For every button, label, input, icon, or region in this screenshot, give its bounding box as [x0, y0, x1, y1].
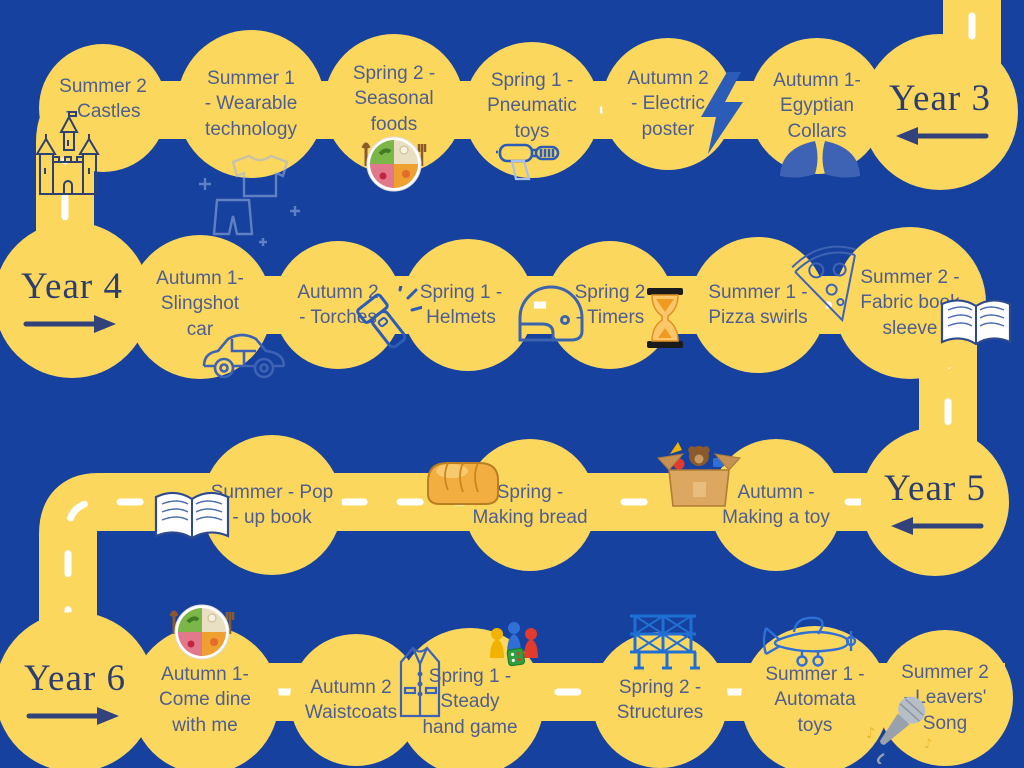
year-label: Year 6	[24, 657, 126, 699]
stop-label: Spring 1 - Pneumatic toys	[487, 70, 577, 142]
stop-autumn2-torches: Autumn 2 - Torches	[274, 241, 402, 369]
year-4-marker: Year 4	[0, 222, 150, 378]
stop-spring2-seasonal-foods: Spring 2 - Seasonal foods	[324, 34, 464, 174]
stop-label: Spring - Making bread	[472, 481, 588, 528]
stop-autumn1-slingshot-car: Autumn 1- Slingshot car	[128, 235, 272, 379]
left-arrow-icon	[896, 126, 989, 145]
stop-label: Summer 1 - Wearable technology	[204, 68, 298, 140]
stop-label: Summer - Pop - up book	[210, 481, 334, 528]
stop-summer1-automata-toys: Summer 1 - Automata toys	[741, 626, 889, 768]
stop-label: Summer 1 - Automata toys	[765, 664, 865, 736]
stop-summer1-pizza-swirls: Summer 1 - Pizza swirls	[690, 237, 826, 373]
stop-autumn2-electric-poster: Autumn 2 - Electric poster	[602, 38, 734, 170]
stop-label: Spring 2 - Timers	[574, 281, 646, 328]
stop-label: Spring 2 - Seasonal foods	[352, 63, 436, 135]
stop-summer2-leavers-song: Summer 2 - Leavers' Song	[877, 630, 1013, 766]
left-arrow-icon	[891, 516, 984, 535]
year-label: Year 4	[21, 265, 123, 307]
stop-spring1-helmets: Spring 1 - Helmets	[402, 239, 534, 371]
stop-label: Spring 2 - Structures	[616, 676, 704, 723]
stop-spring1-pneumatic-toys: Spring 1 - Pneumatic toys	[464, 42, 600, 178]
stop-summer2-fabric-book-sleeve: Summer 2 - Fabric book sleeve	[834, 227, 986, 379]
year-5-marker: Year 5	[861, 428, 1009, 576]
stop-spring2-structures: Spring 2 - Structures	[592, 632, 728, 768]
stop-summer-pop-up-book: Summer - Pop - up book	[202, 435, 342, 575]
stop-label: Autumn 1- Slingshot car	[156, 268, 244, 340]
stop-label: Spring 1 - Helmets	[419, 281, 503, 328]
stop-label: Summer 2 - Fabric book sleeve	[860, 267, 960, 339]
year-label: Year 5	[884, 467, 986, 509]
year-3-marker: Year 3	[862, 34, 1018, 190]
right-arrow-icon	[26, 706, 119, 725]
stop-label: Autumn 2 - Torches	[297, 281, 379, 328]
stop-label: Summer 1 - Pizza swirls	[708, 281, 808, 328]
stop-summer2-castles: Summer 2 - Castles	[39, 44, 167, 172]
stop-spring2-timers: Spring 2 - Timers	[546, 241, 674, 369]
stop-autumn-making-a-toy: Autumn - Making a toy	[710, 439, 842, 571]
stop-label: Spring 1 - Steady hand game	[422, 666, 518, 738]
stop-summer1-wearable-technology: Summer 1 - Wearable technology	[177, 30, 325, 178]
year-label: Year 3	[889, 77, 991, 119]
stop-autumn1-come-dine-with-me: Autumn 1- Come dine with me	[131, 626, 279, 768]
stop-label: Autumn 2 Waistcoats	[304, 676, 398, 723]
stop-spring1-steady-hand-game: Spring 1 - Steady hand game	[396, 628, 544, 768]
stop-label: Autumn 2 - Electric poster	[627, 68, 709, 140]
stop-spring-making-bread: Spring - Making bread	[464, 439, 596, 571]
right-arrow-icon	[23, 314, 116, 333]
stop-label: Summer 2 - Castles	[59, 75, 147, 122]
year-6-marker: Year 6	[0, 612, 155, 768]
stop-label: Summer 2 - Leavers' Song	[901, 662, 989, 734]
stop-label: Autumn - Making a toy	[722, 481, 830, 528]
stop-label: Autumn 1- Come dine with me	[159, 664, 251, 736]
stop-label: Autumn 1- Egyptian Collars	[773, 70, 861, 142]
